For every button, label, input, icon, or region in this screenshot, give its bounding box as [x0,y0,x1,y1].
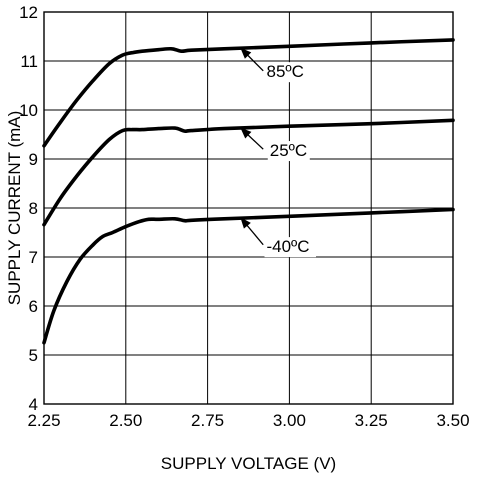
x-axis-label: SUPPLY VOLTAGE (V) [161,454,336,473]
annotations: 85ºC 25ºC -40ºC [239,47,316,258]
annotation-label: -40ºC [266,237,309,256]
y-tick-label: 12 [19,3,38,22]
y-tick-label: 10 [19,101,38,120]
plot-frame [43,11,454,405]
y-tick-label: 9 [29,150,38,169]
x-tick-label: 2.50 [109,411,142,430]
series-group [42,38,455,345]
y-axis-label: SUPPLY CURRENT (mA) [5,111,24,306]
y-tick-label: 5 [29,346,38,365]
series-line [42,118,455,227]
annotation-label-bg [267,141,310,162]
annotation-label: 85ºC [266,62,303,81]
tick-labels: 2.25 2.50 2.75 3.00 3.25 3.50 4 5 6 7 8 9 10 11 12 [19,3,469,430]
y-tick-label: 4 [29,395,38,414]
y-tick-label: 11 [20,52,38,71]
annotation-arrowhead [240,217,251,229]
x-tick-label: 3.50 [436,411,469,430]
annotation-arrowhead [240,127,252,139]
y-tick-label: 6 [29,297,38,316]
x-tick-label: 2.25 [27,411,60,430]
annotation-label-bg [264,237,316,258]
series-line [42,207,455,345]
x-tick-label: 2.75 [191,411,224,430]
y-tick-label: 7 [29,248,38,267]
x-tick-label: 3.25 [355,411,388,430]
grid [43,11,454,405]
y-tick-label: 8 [29,199,38,218]
annotation-label-bg [264,62,307,83]
annotation-label: 25ºC [270,141,307,160]
x-tick-label: 3.00 [273,411,306,430]
series-line [42,38,455,148]
annotation-arrowhead [240,47,252,59]
